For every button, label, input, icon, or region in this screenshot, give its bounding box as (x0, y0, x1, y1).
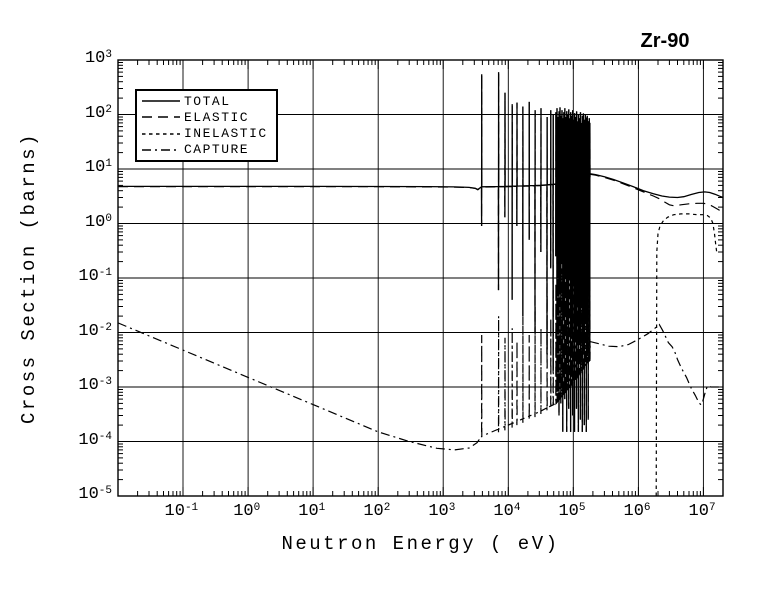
legend-entry-total: TOTAL (142, 94, 274, 109)
y-tick-label-1e-2: 10-2 (78, 321, 112, 341)
x-tick-label-1e4: 104 (493, 502, 521, 521)
legend-label-total: TOTAL (184, 93, 231, 109)
x-tick-label-1e5: 105 (558, 502, 586, 521)
x-tick-label-1e0: 100 (233, 502, 261, 521)
y-tick-label-1e-1: 10-1 (78, 267, 112, 286)
x-tick-label-1e-1: 10-1 (164, 502, 199, 521)
axis-ticks (118, 59, 723, 497)
legend-line-sample-solid (142, 100, 180, 102)
legend-entry-capture: CAPTURE (142, 142, 274, 157)
legend-line-sample-short-dash (142, 132, 180, 135)
x-tick-label-1e7: 107 (688, 502, 716, 521)
y-tick-label-1e-5: 10-5 (78, 485, 112, 504)
legend-label-capture: CAPTURE (184, 142, 250, 158)
curves (118, 72, 723, 496)
y-tick-label-1e-3: 10-3 (78, 376, 112, 395)
x-tick-label-1e3: 103 (428, 502, 456, 521)
chart-title: Zr-90 (640, 30, 690, 52)
legend-entry-elastic: ELASTIC (142, 110, 274, 125)
y-tick-label-1e-4: 10-4 (78, 430, 112, 450)
series-line-inelastic (655, 213, 718, 496)
plot-border (117, 59, 724, 497)
legend-entry-inelastic: INELASTIC (142, 126, 274, 141)
y-tick-label-1e1: 101 (84, 158, 112, 177)
x-tick-label-1e1: 101 (298, 502, 326, 521)
legend-line-sample-dash-dot (142, 149, 180, 151)
y-tick-label-1e3: 103 (84, 49, 112, 68)
legend-line-sample-long-dash (142, 116, 180, 119)
legend-label-elastic: ELASTIC (184, 109, 250, 125)
series-line-capture (118, 251, 723, 451)
legend: TOTAL ELASTIC INELASTIC CAPTURE (135, 89, 278, 162)
y-tick-label-1e0: 100 (84, 212, 112, 232)
x-tick-label-1e6: 106 (623, 502, 651, 521)
x-tick-label-1e2: 102 (363, 502, 391, 521)
legend-label-inelastic: INELASTIC (184, 126, 268, 142)
x-axis-label: Neutron Energy ( eV) (281, 533, 560, 555)
y-tick-label-1e2: 102 (84, 103, 112, 123)
